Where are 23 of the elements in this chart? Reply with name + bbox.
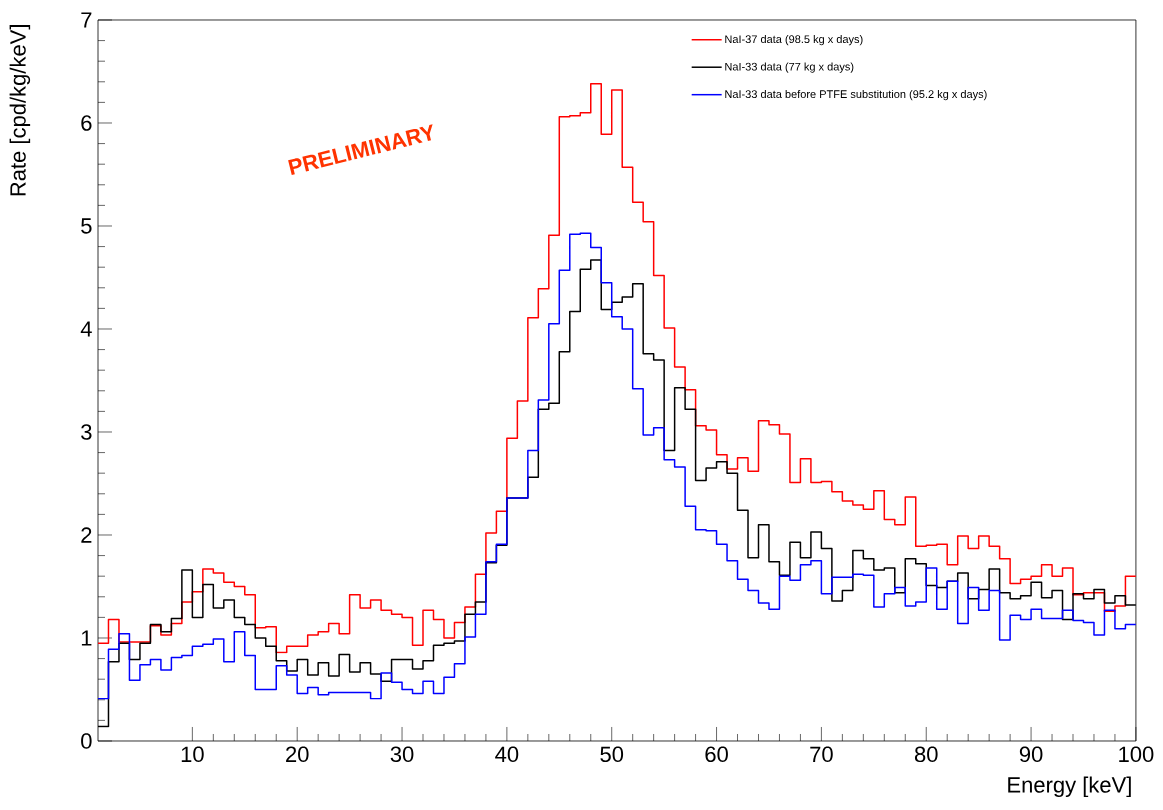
x-axis-title: Energy [keV]	[1008, 776, 1131, 798]
x-tick-label: 50	[600, 746, 624, 763]
x-tick-label: 40	[495, 746, 519, 763]
y-axis-title: Rate [cpd/kg/keV]	[9, 25, 31, 196]
y-tick-label: 3	[81, 424, 92, 440]
y-tick-label: 1	[81, 630, 92, 646]
x-tick-label: 20	[286, 746, 309, 763]
x-tick-label: 100	[1119, 746, 1154, 763]
legend-label: NaI-37 data (98.5 kg x days)	[725, 35, 863, 46]
y-tick-label: 6	[81, 115, 92, 131]
legend-label: NaI-33 data (77 kg x days)	[725, 62, 854, 73]
x-tick-label: 90	[1019, 746, 1043, 763]
y-tick-label: 5	[81, 218, 92, 234]
y-tick-label: 7	[81, 12, 92, 28]
x-tick-label: 80	[914, 746, 938, 763]
x-tick-label: 30	[390, 746, 414, 763]
x-tick-label: 70	[810, 746, 833, 763]
y-tick-label: 0	[81, 733, 92, 749]
x-tick-label: 10	[181, 746, 204, 763]
legend-label: NaI-33 data before PTFE substitution (95.2 kg x days)	[725, 89, 987, 101]
x-tick-label: 60	[705, 746, 728, 763]
y-tick-label: 4	[80, 321, 92, 337]
y-tick-label: 2	[81, 527, 92, 543]
